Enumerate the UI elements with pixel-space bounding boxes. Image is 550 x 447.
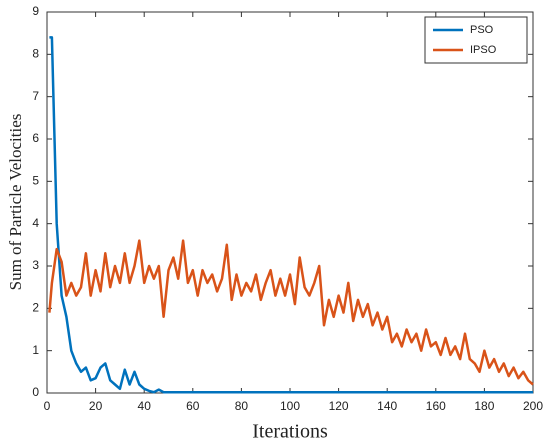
x-tick-label: 0 bbox=[44, 399, 51, 413]
line-series bbox=[49, 36, 533, 394]
y-tick-label: 2 bbox=[32, 301, 39, 315]
y-tick-label: 4 bbox=[32, 216, 39, 230]
x-tick-label: 180 bbox=[474, 399, 494, 413]
y-tick-label: 9 bbox=[32, 4, 39, 18]
x-axis-label: Iterations bbox=[252, 421, 328, 443]
y-tick-label: 3 bbox=[32, 258, 39, 272]
x-tick-label: 200 bbox=[523, 399, 543, 413]
x-tick-label: 120 bbox=[329, 399, 349, 413]
y-tick-label: 8 bbox=[32, 47, 39, 61]
y-tick-label: 1 bbox=[32, 343, 39, 357]
y-tick-label: 6 bbox=[32, 131, 39, 145]
plot-area bbox=[46, 11, 534, 394]
x-tick-label: 100 bbox=[280, 399, 300, 413]
legend-box bbox=[424, 16, 528, 64]
y-tick-label: 7 bbox=[32, 89, 39, 103]
x-tick-label: 80 bbox=[235, 399, 249, 413]
legend-label: IPSO bbox=[470, 44, 497, 56]
x-tick-label: 60 bbox=[186, 399, 200, 413]
x-tick-label: 140 bbox=[377, 399, 397, 413]
y-axis-label: Sum of Particle Velocities bbox=[6, 114, 25, 291]
line-series bbox=[48, 239, 534, 386]
y-tick-label: 5 bbox=[32, 174, 39, 188]
x-tick-label: 160 bbox=[426, 399, 446, 413]
x-tick-label: 20 bbox=[89, 399, 103, 413]
x-tick-label: 40 bbox=[138, 399, 152, 413]
legend-label: PSO bbox=[470, 24, 494, 36]
y-tick-label: 0 bbox=[32, 385, 39, 399]
